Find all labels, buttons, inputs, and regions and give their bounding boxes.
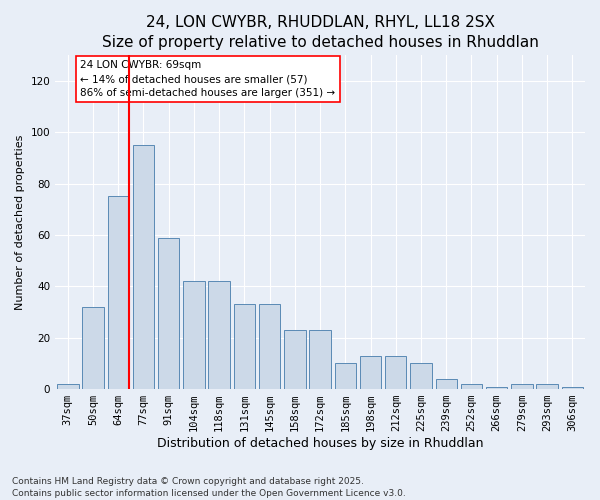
Bar [385, 356, 406, 389]
Bar [486, 386, 508, 389]
Bar [511, 384, 533, 389]
X-axis label: Distribution of detached houses by size in Rhuddlan: Distribution of detached houses by size … [157, 437, 484, 450]
Bar [461, 384, 482, 389]
Bar [284, 330, 305, 389]
Text: 24 LON CWYBR: 69sqm
← 14% of detached houses are smaller (57)
86% of semi-detach: 24 LON CWYBR: 69sqm ← 14% of detached ho… [80, 60, 335, 98]
Title: 24, LON CWYBR, RHUDDLAN, RHYL, LL18 2SX
Size of property relative to detached ho: 24, LON CWYBR, RHUDDLAN, RHYL, LL18 2SX … [101, 15, 539, 50]
Bar [133, 145, 154, 389]
Y-axis label: Number of detached properties: Number of detached properties [15, 134, 25, 310]
Bar [107, 196, 129, 389]
Bar [562, 386, 583, 389]
Bar [360, 356, 381, 389]
Bar [410, 364, 432, 389]
Bar [57, 384, 79, 389]
Text: Contains HM Land Registry data © Crown copyright and database right 2025.
Contai: Contains HM Land Registry data © Crown c… [12, 476, 406, 498]
Bar [335, 364, 356, 389]
Bar [436, 379, 457, 389]
Bar [183, 281, 205, 389]
Bar [208, 281, 230, 389]
Bar [536, 384, 558, 389]
Bar [82, 307, 104, 389]
Bar [158, 238, 179, 389]
Bar [310, 330, 331, 389]
Bar [259, 304, 280, 389]
Bar [233, 304, 255, 389]
